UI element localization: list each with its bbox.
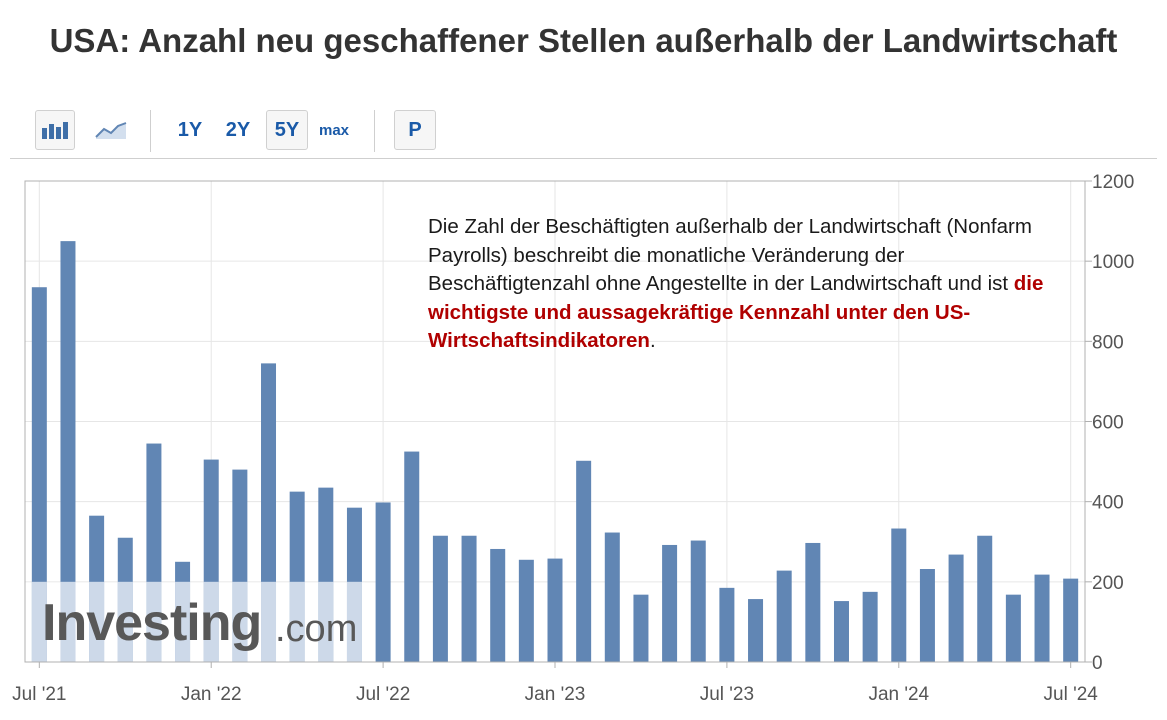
investing-logo-suffix: .com xyxy=(275,608,358,650)
bar[interactable] xyxy=(461,535,477,662)
annotation-plain: Die Zahl der Beschäftigten außerhalb der… xyxy=(428,215,1032,295)
annotation-end: . xyxy=(649,329,656,352)
watermark-overlay xyxy=(25,581,365,662)
range-max-button[interactable]: max xyxy=(318,121,350,139)
bar-watermark-overlay xyxy=(232,581,248,662)
bar[interactable] xyxy=(1063,578,1079,662)
y-tick-label: 600 xyxy=(1092,413,1124,434)
bar[interactable] xyxy=(833,601,849,662)
chart-toolbar: 1Y 2Y 5Y max P xyxy=(10,102,1157,159)
bar[interactable] xyxy=(1034,574,1050,662)
bar-chart-icon xyxy=(42,122,68,139)
bar[interactable] xyxy=(690,540,706,662)
bar[interactable] xyxy=(891,528,907,662)
bar[interactable] xyxy=(60,241,76,662)
bar[interactable] xyxy=(748,599,764,662)
x-tick-label: Jul '23 xyxy=(700,684,754,705)
toolbar-separator xyxy=(374,110,375,152)
bar-watermark-overlay xyxy=(318,581,334,662)
bar[interactable] xyxy=(490,548,506,662)
bar[interactable] xyxy=(662,544,678,662)
bar[interactable] xyxy=(805,542,821,662)
bar[interactable] xyxy=(719,587,735,662)
x-tick-label: Jan '22 xyxy=(181,684,242,705)
chart-axes xyxy=(24,180,1092,668)
annotation-text: Die Zahl der Beschäftigten außerhalb der… xyxy=(428,213,1048,356)
bar[interactable] xyxy=(919,569,935,662)
bar[interactable] xyxy=(518,559,534,662)
bar[interactable] xyxy=(604,532,620,662)
page-title: USA: Anzahl neu geschaffener Stellen auß… xyxy=(49,22,1118,59)
x-tick-label: Jul '22 xyxy=(356,684,410,705)
y-tick-label: 200 xyxy=(1092,573,1124,594)
y-axis-labels: 0 200 400 600 800 1000 1200 xyxy=(1092,172,1134,674)
bar-watermark-overlay xyxy=(346,581,362,662)
watermark-band xyxy=(25,581,365,662)
bar[interactable] xyxy=(977,535,993,662)
annotation-highlight: die wichtigste und aussagekräftige Kennz… xyxy=(428,272,1044,352)
x-tick-label: Jul '24 xyxy=(1044,684,1099,705)
bar[interactable] xyxy=(576,460,592,662)
line-chart-icon xyxy=(95,122,127,139)
bar-watermark-overlay xyxy=(261,581,277,662)
bar-watermark-overlay xyxy=(146,581,162,662)
bar[interactable] xyxy=(862,591,878,662)
range-5y-button[interactable]: 5Y xyxy=(266,110,308,150)
bar[interactable] xyxy=(776,570,792,662)
y-tick-label: 800 xyxy=(1092,332,1124,353)
x-tick-label: Jan '23 xyxy=(525,684,586,705)
y-tick-label: 0 xyxy=(1092,653,1103,674)
bar-watermark-overlay xyxy=(117,581,133,662)
x-tick-label: Jul '21 xyxy=(12,684,66,705)
y-tick-label: 400 xyxy=(1092,493,1124,514)
bar-chart-button[interactable] xyxy=(35,110,75,150)
line-chart-button[interactable] xyxy=(90,110,132,150)
bar[interactable] xyxy=(404,451,420,662)
bar-watermark-overlay xyxy=(89,581,105,662)
bar[interactable] xyxy=(31,287,47,662)
y-tick-label: 1000 xyxy=(1092,252,1134,273)
y-tick-label: 1200 xyxy=(1092,172,1134,193)
toolbar-separator xyxy=(150,110,151,152)
range-1y-button[interactable]: 1Y xyxy=(177,118,203,141)
bar[interactable] xyxy=(948,554,964,662)
bar[interactable] xyxy=(1005,594,1021,662)
range-2y-button[interactable]: 2Y xyxy=(225,118,251,141)
x-tick-label: Jan '24 xyxy=(868,684,929,705)
investing-logo: Investing xyxy=(42,594,262,652)
bar-watermark-overlay xyxy=(60,581,76,662)
bar-watermark-overlay xyxy=(289,581,305,662)
x-axis-labels: Jul '21 Jan '22 Jul '22 Jan '23 Jul '23 Jan '… xyxy=(12,684,1098,705)
bar-watermark-overlay xyxy=(203,581,219,662)
bar[interactable] xyxy=(375,502,391,662)
p-button[interactable]: P xyxy=(394,110,436,150)
bar-watermark-overlay xyxy=(31,581,47,662)
bar-watermark-overlay xyxy=(175,581,191,662)
bar[interactable] xyxy=(432,535,448,662)
bar[interactable] xyxy=(633,594,649,662)
bar[interactable] xyxy=(547,558,563,662)
